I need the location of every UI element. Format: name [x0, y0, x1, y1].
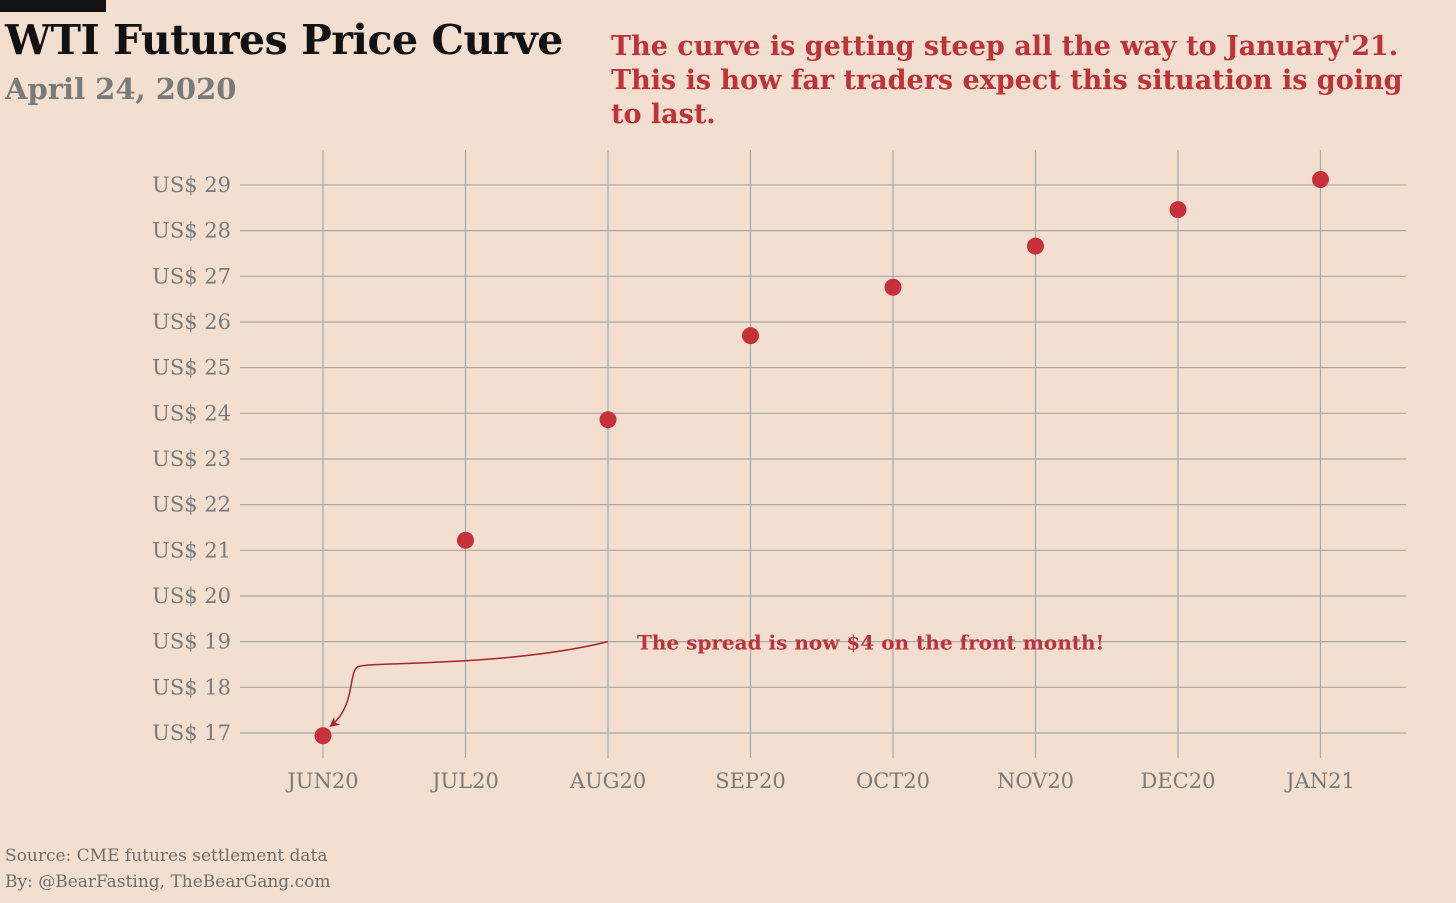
y-tick-label: US$ 29 — [152, 173, 231, 197]
y-tick-label: US$ 17 — [152, 721, 231, 745]
byline: By: @BearFasting, TheBearGang.com — [5, 872, 331, 892]
data-point-jun20 — [314, 727, 332, 745]
y-tick-label: US$ 23 — [152, 447, 231, 471]
horizontal-gridlines — [240, 184, 1406, 734]
chart-headline: The curve is getting steep all the way t… — [611, 31, 1403, 130]
data-point-sep20 — [742, 327, 759, 345]
y-tick-label: US$ 19 — [152, 630, 231, 654]
y-tick-label: US$ 22 — [152, 493, 231, 517]
y-tick-label: US$ 24 — [152, 401, 231, 425]
x-tick-label: AUG20 — [569, 769, 646, 793]
vertical-gridlines — [322, 150, 1322, 758]
y-tick-label: US$ 27 — [152, 264, 231, 288]
y-tick-label: US$ 18 — [152, 675, 231, 699]
x-tick-label: JAN21 — [1284, 769, 1355, 793]
chart-subtitle: April 24, 2020 — [5, 72, 237, 106]
annotation-arrow — [329, 640, 609, 727]
data-point-nov20 — [1027, 237, 1044, 255]
x-tick-label: JUL20 — [430, 769, 499, 793]
x-tick-label: NOV20 — [997, 769, 1074, 793]
chart-title: WTI Futures Price Curve — [5, 16, 563, 64]
corner-bar — [0, 0, 106, 12]
y-tick-label: US$ 25 — [152, 356, 231, 380]
data-point-oct20 — [884, 278, 902, 296]
x-axis-tick-labels: JUN20 JUL20 AUG20 SEP20 OCT20 NOV20 DEC20 JAN21 — [285, 769, 1354, 793]
data-point-aug20 — [599, 411, 617, 429]
y-tick-label: US$ 21 — [152, 538, 231, 562]
data-points — [314, 170, 1329, 745]
data-point-jul20 — [457, 531, 474, 549]
y-tick-label: US$ 26 — [152, 310, 231, 334]
source-note: Source: CME futures settlement data — [5, 846, 328, 866]
y-axis-tick-labels: US$ 17 US$ 18 US$ 19 US$ 20 US$ 21 US$ 22 US$ … — [152, 173, 231, 745]
x-tick-label: SEP20 — [715, 769, 786, 793]
y-tick-label: US$ 20 — [152, 584, 231, 608]
spread-annotation: The spread is now $4 on the front month! — [329, 631, 1104, 727]
data-point-jan21 — [1312, 170, 1329, 188]
annotation-text: The spread is now $4 on the front month! — [637, 631, 1104, 655]
y-tick-label: US$ 28 — [152, 219, 231, 243]
data-point-dec20 — [1169, 201, 1187, 219]
x-tick-label: OCT20 — [856, 769, 930, 793]
x-tick-label: JUN20 — [285, 769, 358, 793]
x-tick-label: DEC20 — [1141, 769, 1216, 793]
